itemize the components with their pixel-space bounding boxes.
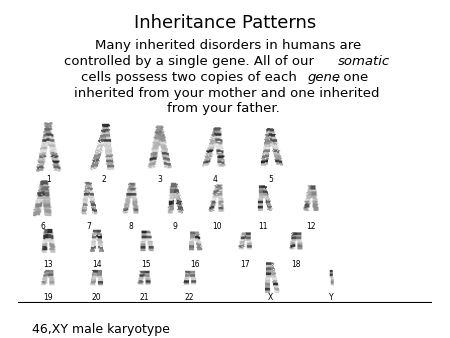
Text: 4: 4 xyxy=(212,175,217,184)
Text: 21: 21 xyxy=(140,293,149,302)
Text: 22: 22 xyxy=(185,293,194,302)
Text: 20: 20 xyxy=(92,293,102,302)
Text: 2: 2 xyxy=(101,175,106,184)
Text: 8: 8 xyxy=(129,221,134,231)
Text: 12: 12 xyxy=(306,221,315,231)
Text: 3: 3 xyxy=(157,175,162,184)
Text: from your father.: from your father. xyxy=(166,102,279,115)
Text: 6: 6 xyxy=(41,221,46,231)
Text: Inheritance Patterns: Inheritance Patterns xyxy=(134,14,316,31)
Text: Many inherited disorders in humans are: Many inherited disorders in humans are xyxy=(94,39,361,52)
Text: 10: 10 xyxy=(212,221,222,231)
Text: 11: 11 xyxy=(259,221,268,231)
Text: 1: 1 xyxy=(46,175,51,184)
Text: 17: 17 xyxy=(240,260,250,269)
Text: cells possess two copies of each: cells possess two copies of each xyxy=(81,71,301,83)
Text: , one: , one xyxy=(335,71,368,83)
Text: 18: 18 xyxy=(291,260,301,269)
Text: 19: 19 xyxy=(44,293,53,302)
Text: 13: 13 xyxy=(44,260,53,269)
Text: Y: Y xyxy=(328,293,333,302)
Text: X: X xyxy=(268,293,273,302)
Text: 15: 15 xyxy=(141,260,151,269)
Text: 7: 7 xyxy=(86,221,91,231)
Text: inherited from your mother and one inherited: inherited from your mother and one inher… xyxy=(74,87,379,99)
Text: 9: 9 xyxy=(172,221,177,231)
Text: 16: 16 xyxy=(190,260,199,269)
Text: somatic: somatic xyxy=(338,55,390,68)
Text: 46,XY male karyotype: 46,XY male karyotype xyxy=(32,323,169,336)
Text: 14: 14 xyxy=(92,260,102,269)
Text: gene: gene xyxy=(307,71,340,83)
Text: 5: 5 xyxy=(268,175,273,184)
Text: controlled by a single gene. All of our: controlled by a single gene. All of our xyxy=(64,55,318,68)
